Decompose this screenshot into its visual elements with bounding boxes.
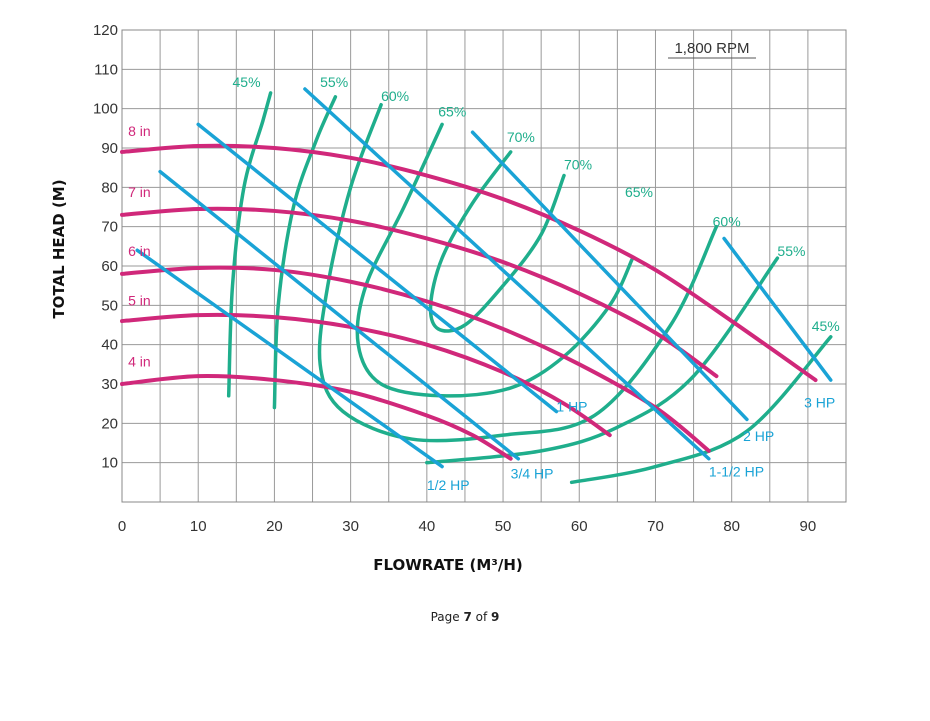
- page-total: 9: [491, 610, 500, 624]
- curve-label-65: 65%: [438, 104, 466, 120]
- y-tick-label: 70: [101, 219, 118, 236]
- curve-label-60: 60%: [713, 214, 741, 230]
- y-tick-label: 80: [101, 179, 118, 196]
- curve-label-3-hp: 3 HP: [804, 395, 835, 411]
- y-axis-title: TOTAL HEAD (M): [50, 179, 68, 318]
- tick-labels: 0 10 20 30 40 50 60 70 80 90 10 20 30 40 50 60 70 80 90 100…: [93, 22, 816, 535]
- series-efficiency-70: [428, 150, 566, 333]
- series-impeller-5-in: [120, 312, 612, 438]
- curve-label-2-hp: 2 HP: [743, 428, 774, 444]
- x-tick-label: 10: [190, 518, 207, 535]
- y-tick-label: 30: [101, 376, 118, 393]
- curve-label-65: 65%: [625, 184, 653, 200]
- y-tick-label: 50: [101, 297, 118, 314]
- y-tick-label: 110: [94, 61, 118, 78]
- curve-label-7-in: 7 in: [128, 184, 151, 200]
- series-impeller-8-in: [120, 143, 818, 383]
- x-tick-label: 40: [418, 518, 435, 535]
- y-tick-label: 40: [101, 337, 118, 354]
- y-tick-label: 90: [101, 140, 118, 157]
- curve-label-70: 70%: [564, 157, 592, 173]
- x-tick-label: 80: [723, 518, 740, 535]
- page-prefix: Page: [430, 610, 464, 624]
- curve-label-60: 60%: [381, 88, 409, 104]
- series-impeller-6-in: [120, 265, 711, 453]
- y-tick-label: 120: [93, 22, 118, 39]
- series-power-3-4-hp: [158, 169, 521, 461]
- series-impeller-7-in: [120, 206, 719, 379]
- y-tick-label: 10: [101, 455, 118, 472]
- x-tick-label: 50: [495, 518, 512, 535]
- curve-label-1-1-2-hp: 1-1/2 HP: [709, 463, 764, 479]
- page-middle: of: [471, 610, 492, 624]
- curve-label-8-in: 8 in: [128, 123, 151, 139]
- curve-label-6-in: 6 in: [128, 243, 151, 259]
- curve-label-70: 70%: [507, 129, 535, 145]
- curve-label-45: 45%: [812, 318, 840, 334]
- x-tick-label: 90: [800, 518, 817, 535]
- x-tick-label: 70: [647, 518, 664, 535]
- curve-label-1-2-hp: 1/2 HP: [427, 477, 470, 493]
- curve-label-4-in: 4 in: [128, 353, 151, 369]
- series-layer: [120, 87, 833, 485]
- rpm-annotation: 1,800 RPM: [674, 40, 749, 57]
- curve-label-3-4-hp: 3/4 HP: [511, 465, 554, 481]
- y-tick-label: 60: [101, 258, 118, 275]
- page-footer: Page 7 of 9: [0, 610, 930, 624]
- curve-label-55: 55%: [777, 243, 805, 259]
- series-power-2-hp: [470, 130, 749, 422]
- plot-border: [121, 29, 847, 503]
- x-tick-label: 0: [118, 518, 126, 535]
- series-power-1-hp: [196, 122, 559, 414]
- series-efficiency-60: [317, 102, 719, 443]
- series-efficiency-55: [272, 95, 338, 410]
- series-efficiency-45: [226, 91, 273, 398]
- curve-label-55: 55%: [320, 74, 348, 90]
- curve-label-1-hp: 1 HP: [556, 399, 587, 415]
- series-power-1-1-2-hp: [303, 87, 711, 461]
- series-power-1-2-hp: [135, 248, 444, 469]
- series-impeller-4-in: [120, 374, 513, 461]
- x-tick-label: 30: [342, 518, 359, 535]
- curve-label-45: 45%: [233, 74, 261, 90]
- curve-labels: 8 in 7 in 6 in 5 in 4 in 1/2 HP 3/4 HP 1 HP 1-1/…: [128, 74, 840, 493]
- x-tick-label: 60: [571, 518, 588, 535]
- page-current: 7: [463, 610, 472, 624]
- x-tick-label: 20: [266, 518, 283, 535]
- x-axis-title: FLOWRATE (M³/H): [373, 556, 523, 574]
- series-efficiency-45-right: [569, 335, 833, 485]
- y-tick-label: 20: [101, 415, 118, 432]
- grid: [121, 29, 847, 503]
- curve-label-5-in: 5 in: [128, 292, 151, 308]
- series-power-3-hp: [722, 236, 833, 382]
- y-tick-label: 100: [93, 101, 118, 118]
